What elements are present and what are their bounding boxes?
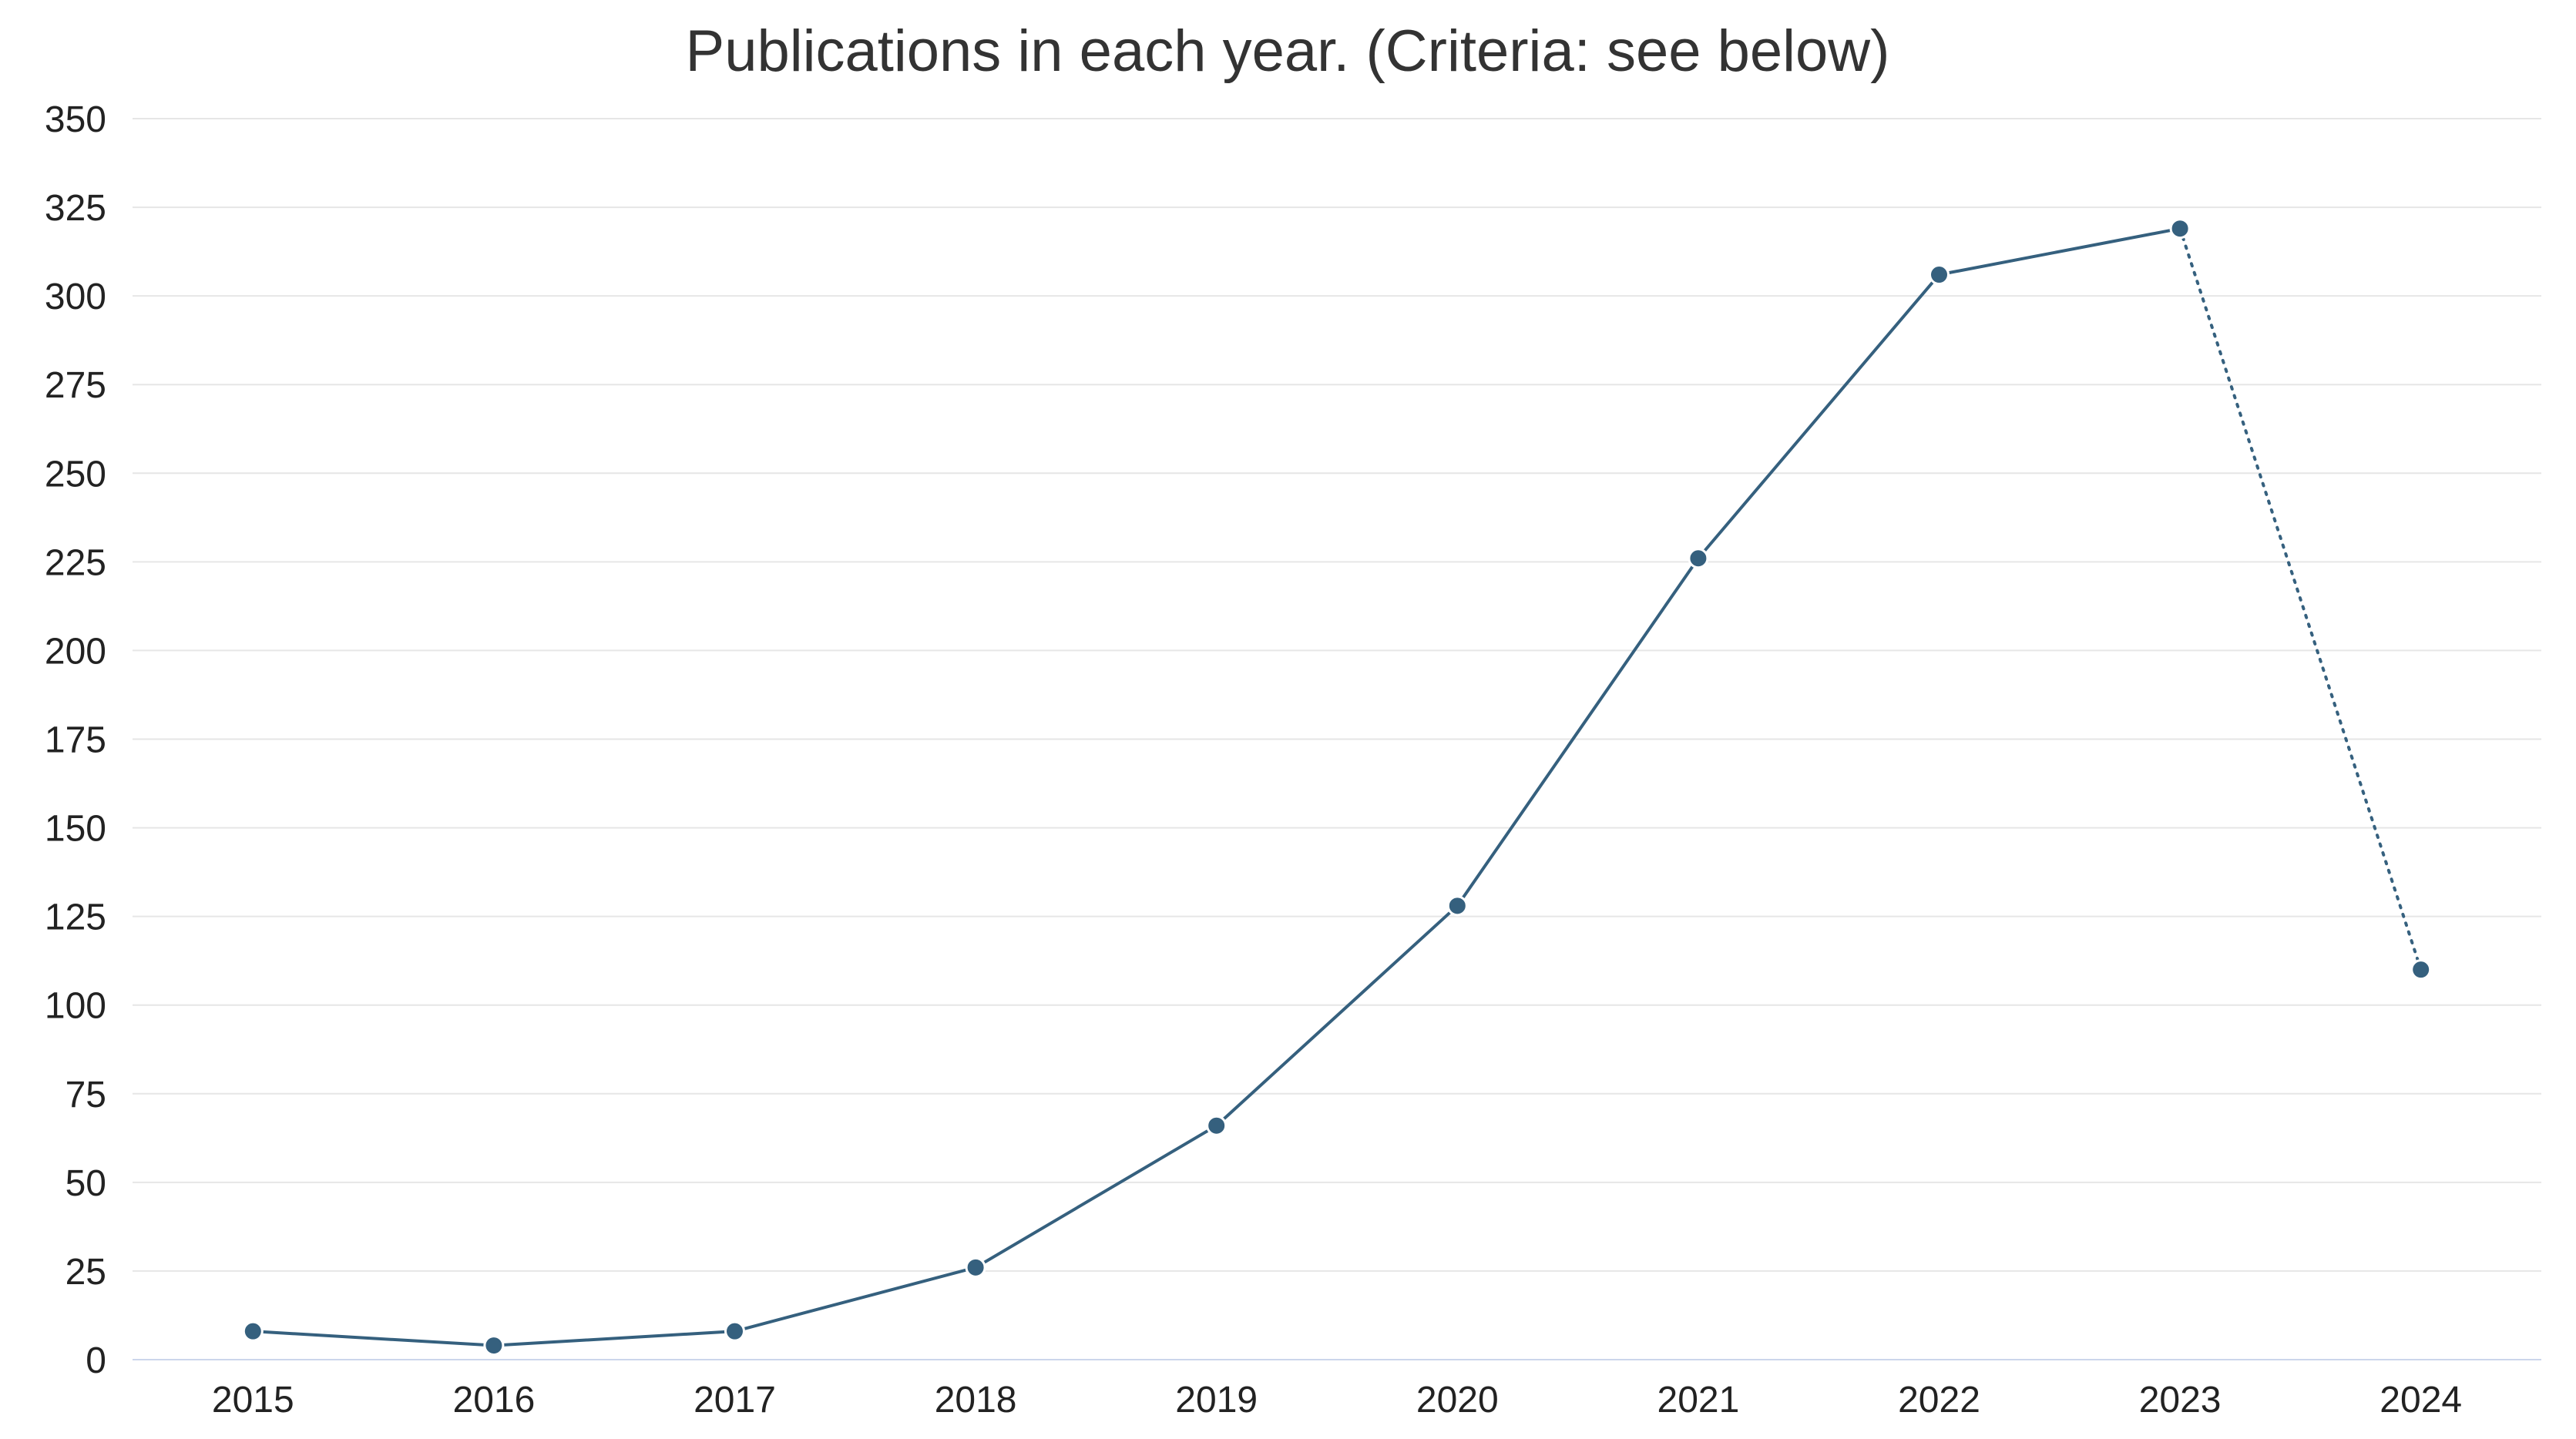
chart-title: Publications in each year. (Criteria: se… [686,18,1890,84]
data-point-2017[interactable] [724,1320,745,1342]
x-tick-label: 2017 [694,1380,776,1421]
x-axis-tick-labels: 2015 2016 2017 2018 2019 2020 2021 2022 2023 2024 [212,1380,2462,1421]
series-points [242,218,2432,1357]
x-tick-label: 2016 [453,1380,536,1421]
data-point-2015[interactable] [242,1320,264,1342]
y-tick-label: 300 [45,277,106,317]
x-tick-label: 2018 [935,1380,1017,1421]
y-tick-label: 250 [45,454,106,495]
x-tick-label: 2024 [2380,1380,2462,1421]
data-point-2023[interactable] [2169,218,2191,240]
y-tick-label: 275 [45,365,106,406]
y-tick-label: 100 [45,986,106,1027]
y-tick-label: 200 [45,631,106,672]
y-axis-tick-labels: 0 25 50 75 100 125 150 175 200 225 250 275 300 325 350 [45,99,106,1381]
y-tick-label: 25 [65,1252,106,1293]
y-tick-label: 150 [45,809,106,850]
data-point-2021[interactable] [1688,548,1709,569]
data-point-2020[interactable] [1446,895,1468,917]
y-tick-label: 350 [45,99,106,140]
x-tick-label: 2015 [212,1380,294,1421]
data-point-2022[interactable] [1929,264,1950,286]
data-point-2018[interactable] [965,1256,986,1278]
data-point-2024[interactable] [2410,959,2432,981]
series-line-solid [251,226,2182,1347]
y-tick-label: 0 [86,1340,106,1381]
data-point-2016[interactable] [483,1335,505,1357]
x-tick-label: 2020 [1416,1380,1499,1421]
y-tick-label: 325 [45,188,106,229]
x-tick-label: 2021 [1657,1380,1740,1421]
data-point-2019[interactable] [1206,1115,1228,1136]
grid-lines [133,118,2541,1272]
y-tick-label: 175 [45,720,106,761]
y-tick-label: 75 [65,1075,106,1115]
x-tick-label: 2022 [1898,1380,1980,1421]
series-line-dotted [2178,226,2423,971]
y-tick-label: 50 [65,1163,106,1204]
x-tick-label: 2023 [2139,1380,2222,1421]
x-tick-label: 2019 [1175,1380,1258,1421]
series-line [251,226,2423,1347]
y-tick-label: 125 [45,897,106,938]
y-tick-label: 225 [45,542,106,583]
